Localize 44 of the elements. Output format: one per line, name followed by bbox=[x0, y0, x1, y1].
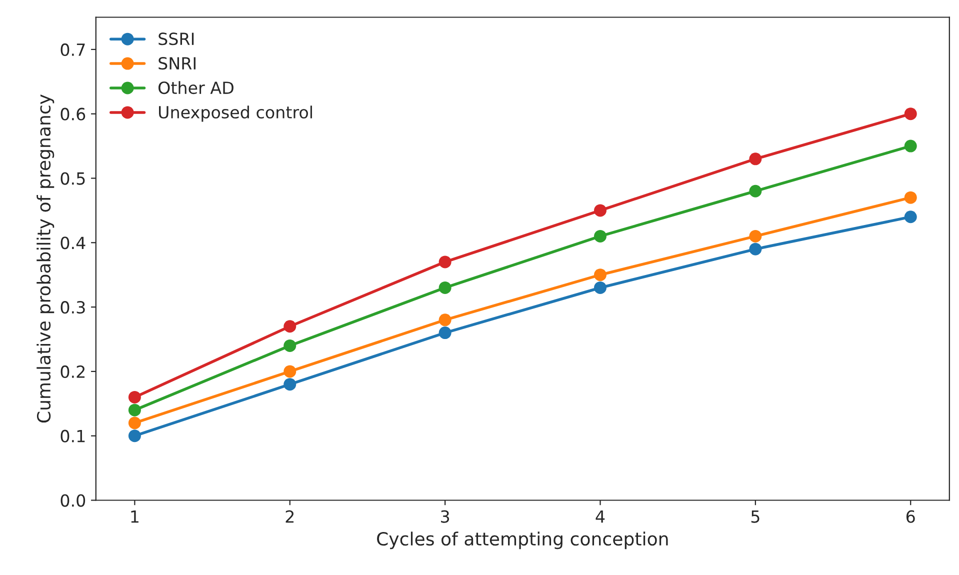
x-tick-label: 1 bbox=[131, 510, 138, 523]
y-tick-label: 0.0 bbox=[60, 494, 86, 507]
y-tick-label: 0.3 bbox=[60, 301, 85, 314]
point bbox=[594, 204, 606, 217]
point bbox=[904, 191, 917, 204]
legend-label: Unexposed control bbox=[159, 106, 312, 122]
point bbox=[438, 326, 452, 340]
y-tick-label: 0.4 bbox=[60, 236, 86, 250]
legend-label: Other AD bbox=[158, 81, 234, 94]
legend-label: SSRI bbox=[158, 32, 194, 46]
point bbox=[904, 108, 917, 120]
point bbox=[749, 152, 762, 166]
x-tick-label: 3 bbox=[441, 510, 450, 523]
point bbox=[284, 339, 296, 352]
x-tick-label: 6 bbox=[906, 510, 915, 523]
x-tick-label: 4 bbox=[596, 510, 605, 523]
point bbox=[128, 430, 141, 442]
point bbox=[128, 416, 141, 430]
y-tick-label: 0.1 bbox=[60, 430, 85, 442]
point bbox=[128, 404, 141, 416]
point bbox=[749, 184, 762, 198]
point bbox=[438, 314, 452, 326]
x-tick-label: 2 bbox=[286, 510, 294, 523]
legend-label: SNRI bbox=[158, 57, 196, 70]
x-tick-label: 5 bbox=[751, 510, 760, 523]
point bbox=[594, 281, 606, 294]
y-tick-label: 0.6 bbox=[60, 108, 86, 120]
x-axis-title: Cycles of attempting conception bbox=[377, 532, 668, 550]
point bbox=[904, 140, 917, 152]
point bbox=[438, 281, 452, 294]
y-tick-label: 0.7 bbox=[60, 43, 85, 56]
point bbox=[749, 242, 762, 256]
point bbox=[749, 230, 762, 242]
point bbox=[594, 230, 606, 242]
point bbox=[284, 365, 296, 378]
point bbox=[594, 268, 606, 282]
point bbox=[284, 320, 296, 333]
point bbox=[284, 378, 296, 391]
y-axis-title: Cumulative probability of pregnancy bbox=[36, 94, 54, 423]
point bbox=[904, 210, 917, 224]
point bbox=[438, 256, 452, 268]
point bbox=[128, 390, 141, 404]
y-tick-label: 0.5 bbox=[60, 172, 85, 185]
y-tick-label: 0.2 bbox=[60, 365, 85, 378]
